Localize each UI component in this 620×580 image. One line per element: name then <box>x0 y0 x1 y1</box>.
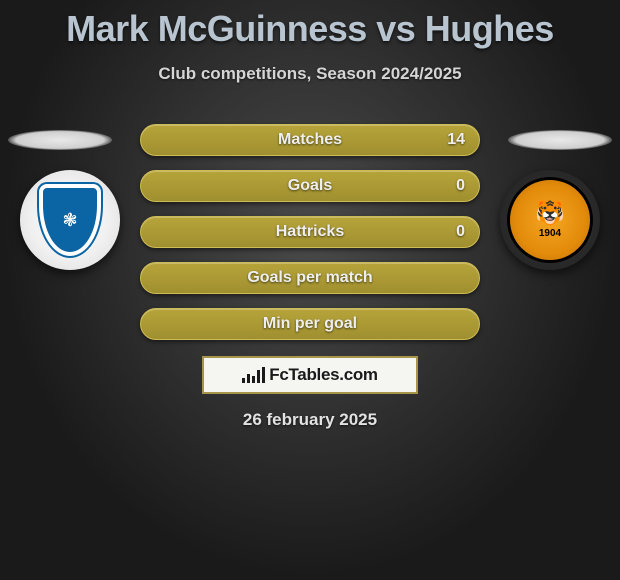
stat-row-min-per-goal: Min per goal <box>140 308 480 340</box>
stat-row-hattricks: Hattricks 0 <box>140 216 480 248</box>
tiger-icon: 🐯 <box>535 202 565 226</box>
bird-icon: ❃ <box>62 210 77 231</box>
stat-label: Goals <box>288 177 332 195</box>
branding-text: FcTables.com <box>269 365 378 385</box>
stat-value: 0 <box>456 177 465 195</box>
club-crest-right: 🐯 1904 <box>500 170 600 270</box>
chart-icon <box>242 367 265 383</box>
stat-row-goals-per-match: Goals per match <box>140 262 480 294</box>
branding-badge[interactable]: FcTables.com <box>202 356 418 394</box>
player-platform-right <box>508 130 612 150</box>
stat-label: Min per goal <box>263 315 357 333</box>
stat-label: Hattricks <box>276 223 344 241</box>
tiger-badge-icon: 🐯 1904 <box>507 177 593 263</box>
shield-icon: ❃ <box>39 184 101 256</box>
page-title: Mark McGuinness vs Hughes <box>0 0 620 50</box>
stat-row-goals: Goals 0 <box>140 170 480 202</box>
crest-year: 1904 <box>539 228 561 239</box>
stats-list: Matches 14 Goals 0 Hattricks 0 Goals per… <box>140 124 480 340</box>
club-crest-left: ❃ <box>20 170 120 270</box>
stat-value: 14 <box>447 131 465 149</box>
stat-value: 0 <box>456 223 465 241</box>
stat-row-matches: Matches 14 <box>140 124 480 156</box>
comparison-date: 26 february 2025 <box>0 410 620 430</box>
stat-label: Goals per match <box>247 269 372 287</box>
player-platform-left <box>8 130 112 150</box>
stat-label: Matches <box>278 131 342 149</box>
subtitle: Club competitions, Season 2024/2025 <box>0 64 620 84</box>
